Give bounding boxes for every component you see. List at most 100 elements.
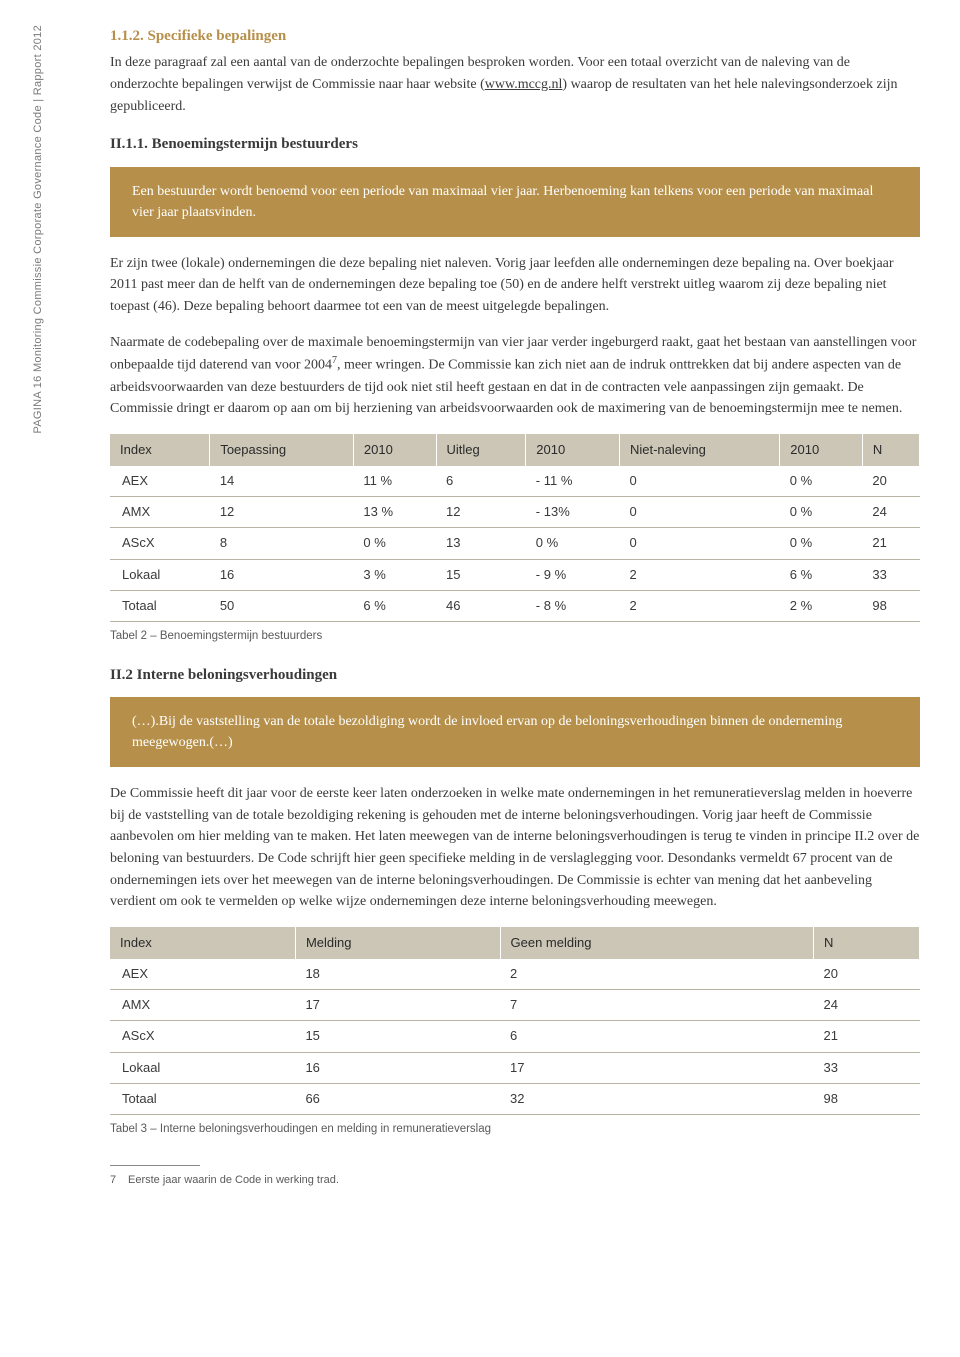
table-cell: 66 <box>295 1083 500 1114</box>
table-cell: 32 <box>500 1083 813 1114</box>
table-row: Lokaal161733 <box>110 1052 920 1083</box>
table-cell: 11 % <box>353 466 436 497</box>
table2-caption: Tabel 3 – Interne beloningsverhoudingen … <box>110 1121 920 1139</box>
table-cell: 2 <box>619 559 779 590</box>
table-cell: AMX <box>110 497 210 528</box>
table-header: Toepassing <box>210 434 354 466</box>
table-cell: Totaal <box>110 1083 295 1114</box>
footnote-number: 7 <box>110 1172 128 1189</box>
table-row: Totaal506 %46- 8 %22 %98 <box>110 590 920 621</box>
table-cell: 21 <box>862 528 919 559</box>
main-content: 1.1.2. Specifieke bepalingen In deze par… <box>110 0 920 1189</box>
table-cell: 15 <box>436 559 526 590</box>
table-cell: 0 % <box>526 528 620 559</box>
table-cell: 0 % <box>780 466 863 497</box>
footnote-divider <box>110 1165 200 1166</box>
table-cell: 18 <box>295 959 500 990</box>
table-cell: 13 % <box>353 497 436 528</box>
table-cell: 6 % <box>353 590 436 621</box>
paragraph-2: Er zijn twee (lokale) ondernemingen die … <box>110 253 920 318</box>
table-header: Index <box>110 434 210 466</box>
table-cell: 17 <box>500 1052 813 1083</box>
table-cell: 3 % <box>353 559 436 590</box>
website-link[interactable]: www.mccg.nl <box>485 77 563 92</box>
table-cell: 8 <box>210 528 354 559</box>
table-row: AEX1411 %6- 11 %00 %20 <box>110 466 920 497</box>
table-cell: 14 <box>210 466 354 497</box>
table-cell: Lokaal <box>110 1052 295 1083</box>
paragraph-4: De Commissie heeft dit jaar voor de eers… <box>110 783 920 913</box>
table-header: Melding <box>295 927 500 959</box>
table-cell: 15 <box>295 1021 500 1052</box>
table-cell: 7 <box>500 990 813 1021</box>
table-cell: 17 <box>295 990 500 1021</box>
table-cell: 24 <box>862 497 919 528</box>
table-cell: Lokaal <box>110 559 210 590</box>
table-cell: 16 <box>295 1052 500 1083</box>
table-row: Lokaal163 %15- 9 %26 %33 <box>110 559 920 590</box>
table-cell: 6 % <box>780 559 863 590</box>
table-cell: 0 <box>619 497 779 528</box>
table-cell: 2 <box>619 590 779 621</box>
table-row: Totaal663298 <box>110 1083 920 1114</box>
table-header: Index <box>110 927 295 959</box>
table-header: Uitleg <box>436 434 526 466</box>
intro-paragraph: In deze paragraaf zal een aantal van de … <box>110 52 920 117</box>
table-cell: 24 <box>813 990 919 1021</box>
table-cell: AMX <box>110 990 295 1021</box>
callout-benoemingstermijn: Een bestuurder wordt benoemd voor een pe… <box>110 167 920 237</box>
table-cell: Totaal <box>110 590 210 621</box>
heading-ii-1-1: II.1.1. Benoemingstermijn bestuurders <box>110 133 920 156</box>
table1-caption: Tabel 2 – Benoemingstermijn bestuurders <box>110 628 920 646</box>
footnote-text: Eerste jaar waarin de Code in werking tr… <box>128 1174 339 1186</box>
table-cell: 21 <box>813 1021 919 1052</box>
table-cell: 20 <box>813 959 919 990</box>
heading-ii-2: II.2 Interne beloningsverhoudingen <box>110 664 920 687</box>
table-cell: 98 <box>862 590 919 621</box>
table-cell: 2 <box>500 959 813 990</box>
callout-beloningsverhoudingen: (…).Bij de vaststelling van de totale be… <box>110 697 920 767</box>
table-header: 2010 <box>526 434 620 466</box>
table-cell: 12 <box>436 497 526 528</box>
table-cell: 33 <box>862 559 919 590</box>
table-beloningsverhoudingen: IndexMeldingGeen meldingN AEX18220AMX177… <box>110 927 920 1115</box>
table-cell: - 9 % <box>526 559 620 590</box>
table-cell: - 13% <box>526 497 620 528</box>
table-cell: 33 <box>813 1052 919 1083</box>
table-header: N <box>862 434 919 466</box>
table-row: AEX18220 <box>110 959 920 990</box>
table-cell: AScX <box>110 528 210 559</box>
table-cell: 46 <box>436 590 526 621</box>
table-cell: 50 <box>210 590 354 621</box>
table-cell: 98 <box>813 1083 919 1114</box>
table-header: 2010 <box>353 434 436 466</box>
table-cell: 0 % <box>780 497 863 528</box>
table-cell: 13 <box>436 528 526 559</box>
table-cell: - 11 % <box>526 466 620 497</box>
table-cell: 20 <box>862 466 919 497</box>
table-cell: 16 <box>210 559 354 590</box>
table-benoemingstermijn: IndexToepassing2010Uitleg2010Niet-nalevi… <box>110 434 920 622</box>
table-header: N <box>813 927 919 959</box>
table-cell: 0 <box>619 528 779 559</box>
table-cell: 6 <box>436 466 526 497</box>
table-row: AMX1213 %12- 13%00 %24 <box>110 497 920 528</box>
table-cell: 0 % <box>780 528 863 559</box>
table-cell: AEX <box>110 466 210 497</box>
table-header: Niet-naleving <box>619 434 779 466</box>
footnote-7: 7Eerste jaar waarin de Code in werking t… <box>110 1172 920 1189</box>
table-cell: 12 <box>210 497 354 528</box>
table-cell: 0 <box>619 466 779 497</box>
table-header: 2010 <box>780 434 863 466</box>
table-row: AScX80 %130 %00 %21 <box>110 528 920 559</box>
table-cell: AEX <box>110 959 295 990</box>
page-sidebar-label: PAGINA 16 Monitoring Commissie Corporate… <box>30 25 47 434</box>
table-cell: AScX <box>110 1021 295 1052</box>
heading-1-1-2: 1.1.2. Specifieke bepalingen <box>110 25 920 48</box>
table-cell: 6 <box>500 1021 813 1052</box>
paragraph-3: Naarmate de codebepaling over de maximal… <box>110 332 920 420</box>
table-cell: 0 % <box>353 528 436 559</box>
table-cell: - 8 % <box>526 590 620 621</box>
table-cell: 2 % <box>780 590 863 621</box>
table-row: AMX17724 <box>110 990 920 1021</box>
